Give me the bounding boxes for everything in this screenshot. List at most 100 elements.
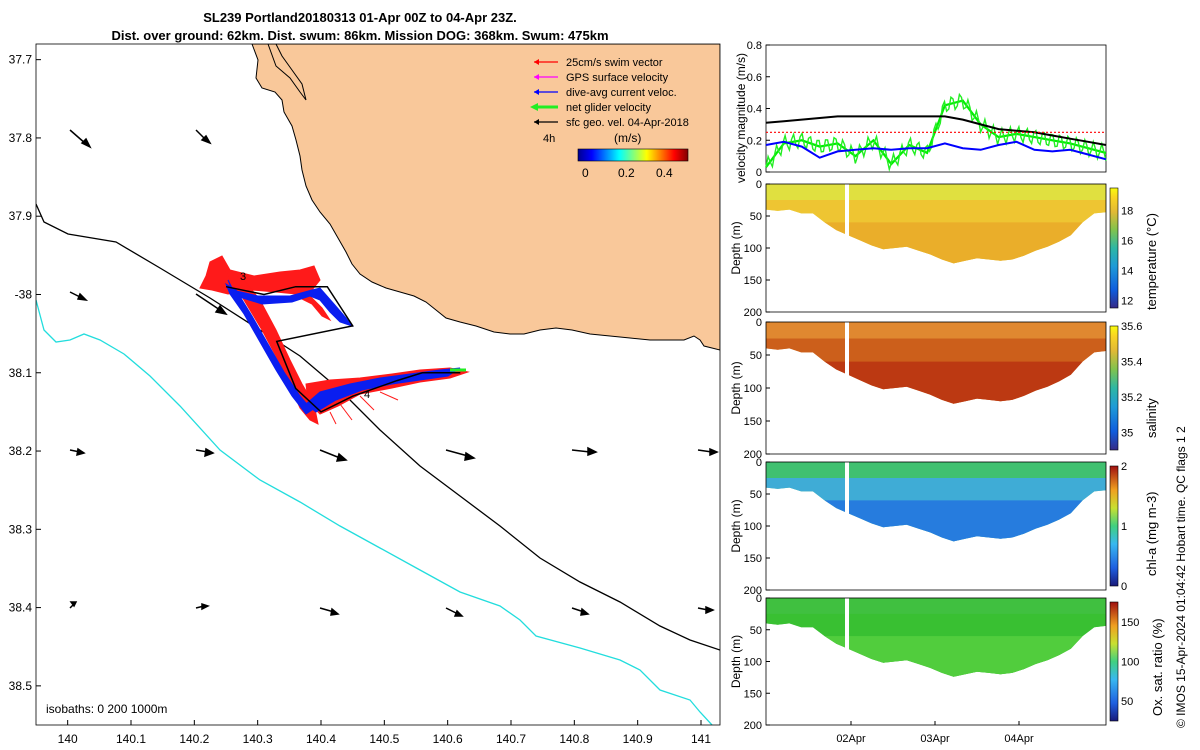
section-colorbar — [1109, 325, 1119, 451]
section-ytick-label: 150 — [744, 416, 762, 428]
map-xtick-label: 140.1 — [116, 732, 146, 746]
section-ytick-label: 0 — [756, 179, 762, 191]
map-ytick-label: 37.7 — [9, 53, 33, 67]
colorbar-tick-0: 0 — [582, 166, 589, 180]
track-label-4: 4 — [364, 389, 370, 401]
map-ytick-label: 37.8 — [9, 131, 33, 145]
section-data-gap — [845, 462, 849, 590]
colorbar-tick-label: 1 — [1121, 521, 1127, 533]
velocity-axes — [765, 44, 1107, 173]
sfc-geo-velocity-arrows — [69, 129, 719, 617]
map-xtick-label: 140.6 — [433, 732, 463, 746]
chl-label: chl-a (mg m-3) — [1144, 491, 1159, 576]
section-ytick-label: 200 — [744, 307, 762, 319]
section-ytick-label: 50 — [750, 211, 762, 223]
velocity-ylabel: velocity magnitude (m/s) — [734, 52, 748, 183]
map-xtick-label: 140.8 — [559, 732, 589, 746]
salinity-label: salinity — [1144, 398, 1159, 438]
section-ytick-label: 200 — [744, 720, 762, 732]
title-line-2: Dist. over ground: 62km. Dist. swum: 86k… — [111, 28, 609, 43]
section-ytick-label: 200 — [744, 585, 762, 597]
map-xtick-label: 140.3 — [243, 732, 273, 746]
colorbar-unit-label: (m/s) — [614, 131, 641, 145]
map-xtick-label: 140 — [58, 732, 78, 746]
section-ytick-label: 0 — [756, 457, 762, 469]
land-spit — [267, 44, 307, 101]
map-xtick-label: 140.2 — [179, 732, 209, 746]
colorbar-tick-label: 50 — [1121, 696, 1133, 708]
map-ytick-label: 38.5 — [9, 679, 33, 693]
section-ytick-label: 150 — [744, 553, 762, 565]
colorbar-tick-label: 100 — [1121, 657, 1139, 669]
land-area — [251, 44, 720, 351]
velocity-ytick-label: 0.8 — [747, 40, 762, 52]
section-ytick-label: 50 — [750, 489, 762, 501]
oxygen-label: Ox. sat. ratio (%) — [1150, 618, 1165, 716]
colorbar-tick-label: 16 — [1121, 236, 1133, 248]
colorbar-tick-label: 14 — [1121, 266, 1133, 278]
velocity-ytick-label: 0.2 — [747, 135, 762, 147]
velocity-panel: 0 0.2 0.4 0.6 0.8 — [747, 40, 1107, 179]
section-ytick-label: 100 — [744, 521, 762, 533]
colorbar-tick-label: 12 — [1121, 296, 1133, 308]
dive-avg-current — [224, 279, 461, 415]
section-colorbar — [1109, 465, 1119, 587]
legend-4h: 4h — [543, 133, 555, 145]
section-fill-deepest — [766, 487, 1106, 542]
time-tick-label: 02Apr — [836, 733, 866, 745]
map-ytick-label: -38 — [15, 287, 33, 301]
section-ylabel: Depth (m) — [729, 499, 743, 552]
map-ytick-label: 38.1 — [9, 366, 33, 380]
section-ylabel: Depth (m) — [729, 221, 743, 274]
velocity-ytick-label: 0.4 — [747, 104, 762, 116]
colorbar-tick-label: 2 — [1121, 461, 1127, 473]
velocity-series-oscillation — [765, 92, 1107, 172]
glider-track — [225, 285, 461, 413]
map-colorbar — [577, 148, 689, 162]
colorbar-tick-label: 35.4 — [1121, 356, 1142, 368]
colorbar-tick-label: 35.2 — [1121, 392, 1142, 404]
title-line-1: SL239 Portland20180313 01-Apr 00Z to 04-… — [203, 10, 517, 25]
section-ytick-label: 100 — [744, 383, 762, 395]
section-fill-deepest — [766, 209, 1106, 264]
legend-gps-velocity: GPS surface velocity — [566, 72, 669, 84]
section-ytick-label: 50 — [750, 625, 762, 637]
section-panel: 0 50 100 150 200 Depth (m) 0 1 2 — [729, 457, 1127, 597]
section-fill-deepest — [766, 623, 1106, 677]
isobath-1000m — [36, 299, 713, 725]
map-ytick-label: 37.9 — [9, 209, 33, 223]
section-ytick-label: 150 — [744, 275, 762, 287]
colorbar-tick-label: 35 — [1121, 427, 1133, 439]
map-xtick-label: 141 — [691, 732, 711, 746]
section-fill-deepest — [766, 348, 1106, 404]
track-label-3: 3 — [240, 271, 246, 283]
section-colorbar — [1109, 187, 1119, 309]
map-legend: 25cm/s swim vector GPS surface velocity … — [530, 57, 689, 180]
section-panel: 0 50 100 150 200 Depth (m) 50 100 150 — [729, 593, 1139, 732]
isobath-200m — [36, 203, 720, 651]
map-panel: 3 4 25cm/s swim vector GPS surface veloc… — [9, 43, 721, 746]
colorbar-tick-label: 0 — [1121, 581, 1127, 593]
section-data-gap — [845, 184, 849, 312]
section-ytick-label: 150 — [744, 688, 762, 700]
map-ytick-label: 38.2 — [9, 444, 33, 458]
colorbar-tick-2: 0.4 — [656, 166, 673, 180]
time-tick-label: 04Apr — [1004, 733, 1034, 745]
section-panel: 0 50 100 150 200 Depth (m) 35 35.2 35.4 35.6 — [729, 317, 1142, 461]
copyright-text: © IMOS 15-Apr-2024 01:04:42 Hobart time.… — [1174, 426, 1188, 728]
map-ytick-label: 38.3 — [9, 522, 33, 536]
section-colorbar — [1109, 601, 1119, 722]
legend-dive-avg: dive-avg current veloc. — [566, 87, 677, 99]
section-ytick-label: 50 — [750, 350, 762, 362]
isobaths-label: isobaths: 0 200 1000m — [46, 702, 167, 716]
map-xtick-label: 140.7 — [496, 732, 526, 746]
section-ylabel: Depth (m) — [729, 361, 743, 414]
velocity-series-line — [765, 140, 1107, 161]
section-ytick-label: 0 — [756, 593, 762, 605]
time-tick-label: 03Apr — [920, 733, 950, 745]
section-ytick-label: 100 — [744, 243, 762, 255]
section-data-gap — [845, 598, 849, 725]
velocity-ytick-label: 0.6 — [747, 72, 762, 84]
map-xtick-label: 140.9 — [623, 732, 653, 746]
